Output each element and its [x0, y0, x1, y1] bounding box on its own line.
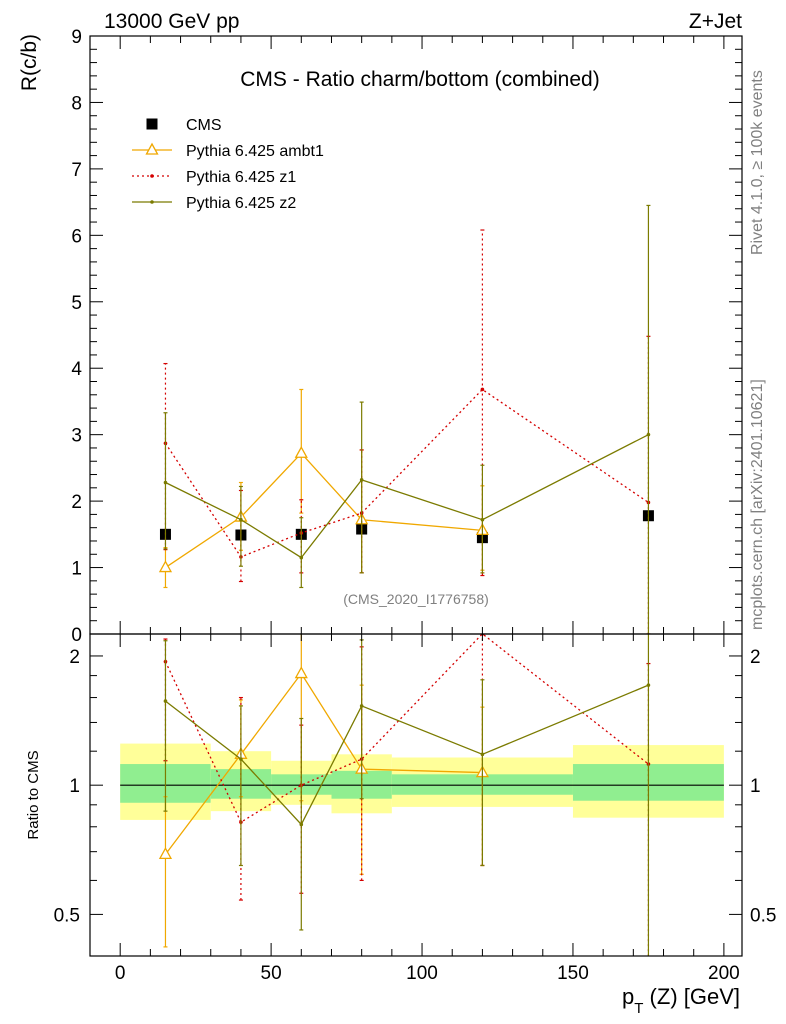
- main-point-pythia-6-425-ambt1-0: [158, 560, 173, 573]
- ratio-frame: [89, 633, 743, 957]
- main-ytick-label-3: 3: [71, 426, 82, 447]
- legend-label-0: CMS: [186, 117, 222, 134]
- main-ytick-label-9: 9: [71, 27, 82, 48]
- ratio-ytick-label-left-0: 0.5: [54, 905, 80, 926]
- ratio-point-pythia-6-425-z2-4: [480, 752, 485, 757]
- energy-label: 13000 GeV pp: [104, 10, 239, 33]
- main-point-pythia-6-425-z2-0: [163, 480, 168, 485]
- ratio-ytick-label-right-0: 0.5: [750, 905, 776, 926]
- ratio-ytick-label-right-2: 2: [750, 647, 761, 668]
- main-line-pythia-6-425-z1: [164, 388, 649, 558]
- ratio-point-pythia-6-425-z2-5: [646, 683, 651, 687]
- y-axis-label-main: R(c/b): [18, 34, 41, 91]
- main-point-pythia-6-425-z1-4: [480, 387, 485, 392]
- legend-label-3: Pythia 6.425 z2: [186, 195, 296, 212]
- legend-marker-3: [150, 200, 154, 204]
- main-ytick-label-6: 6: [71, 226, 82, 247]
- legend-label-1: Pythia 6.425 ambt1: [186, 143, 324, 160]
- main-point-pythia-6-425-ambt1-2: [294, 445, 308, 458]
- ratio-line-pythia-6-425-z2: [165, 684, 649, 826]
- ratio-point-pythia-6-425-ambt1-0: [158, 847, 173, 860]
- ratio-xtick-label-4: 200: [708, 963, 740, 984]
- legend-marker-cms: [146, 118, 158, 130]
- ratio-point-pythia-6-425-z2-0: [163, 699, 168, 703]
- ratio-xtick-label-1: 50: [261, 963, 282, 984]
- ratio-ytick-label-left-2: 2: [69, 647, 80, 668]
- legend-marker-2: [150, 174, 154, 178]
- main-ytick-label-4: 4: [71, 359, 82, 380]
- main-point-pythia-6-425-z2-2: [299, 555, 304, 560]
- main-point-pythia-6-425-z2-1: [239, 517, 243, 522]
- rivet-label: Rivet 4.1.0, ≥ 100k events: [749, 70, 766, 255]
- main-point-pythia-6-425-z2-5: [646, 432, 651, 437]
- main-line-pythia-6-425-z2: [165, 434, 649, 559]
- legend: CMS Pythia 6.425 ambt1 Pythia 6.425 z1 Pyth…: [132, 117, 324, 212]
- y-axis-label-ratio: Ratio to CMS: [25, 750, 42, 839]
- legend-label-2: Pythia 6.425 z1: [186, 169, 296, 186]
- main-ytick-label-2: 2: [71, 492, 82, 513]
- ratio-point-pythia-6-425-ambt1-2: [294, 666, 308, 679]
- ratio-point-pythia-6-425-z2-2: [299, 822, 304, 827]
- ratio-xtick-label-2: 100: [406, 963, 438, 984]
- main-ytick-label-1: 1: [71, 559, 82, 580]
- main-ytick-label-7: 7: [71, 160, 82, 181]
- main-point-pythia-6-425-z2-3: [359, 478, 364, 482]
- analysis-tag: (CMS_2020_I1776758): [343, 591, 489, 607]
- mcplots-label: mcplots.cern.ch [arXiv:2401.10621]: [749, 379, 766, 630]
- ratio-ytick-label-left-1: 1: [69, 776, 80, 797]
- main-point-pythia-6-425-z2-4: [480, 517, 485, 522]
- process-label: Z+Jet: [689, 10, 742, 33]
- main-ytick-label-0: 0: [71, 625, 82, 646]
- ratio-ytick-label-right-1: 1: [750, 776, 761, 797]
- main-ytick-label-8: 8: [71, 93, 82, 114]
- ratio-point-pythia-6-425-z2-3: [359, 704, 364, 708]
- chart-title: CMS - Ratio charm/bottom (combined): [240, 68, 599, 91]
- x-axis-label: pT (Z) [GeV]: [622, 984, 740, 1017]
- ratio-point-pythia-6-425-z2-1: [239, 757, 243, 761]
- ratio-xtick-label-3: 150: [557, 963, 589, 984]
- legend-marker-1: [145, 142, 159, 155]
- main-ytick-label-5: 5: [71, 293, 82, 314]
- ratio-line-pythia-6-425-z1: [164, 634, 649, 824]
- main-line-pythia-6-425-ambt1: [165, 452, 483, 569]
- ratio-xtick-label-0: 0: [115, 963, 126, 984]
